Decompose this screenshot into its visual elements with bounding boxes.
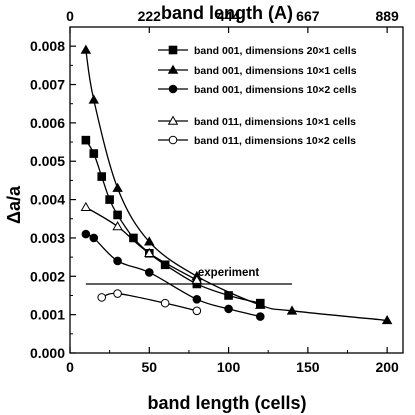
top-x-tick-label: 889: [375, 8, 399, 24]
legend-label: band 001, dimensions 10×2 cells: [194, 84, 357, 96]
data-point-triangle: [286, 305, 298, 315]
data-point-square: [168, 45, 178, 55]
top-axis-title: band length (A): [161, 3, 293, 23]
data-point-triangle: [255, 299, 266, 309]
data-point-circle: [168, 84, 178, 94]
data-point-square: [81, 135, 91, 145]
series-layer: experiment: [80, 44, 393, 325]
data-point-circle: [192, 306, 202, 316]
series-4: [80, 201, 203, 284]
data-point-circle: [89, 233, 99, 243]
x-tick-label: 150: [296, 359, 320, 375]
data-point-triangle: [144, 236, 155, 246]
legend-label: band 011, dimensions 10×1 cells: [194, 116, 356, 128]
y-axis-title: Δa/a: [4, 185, 24, 224]
data-point-square: [89, 149, 99, 158]
legend-entry: band 011, dimensions 10×1 cells: [158, 115, 356, 128]
data-point-circle: [224, 304, 233, 314]
data-point-triangle: [167, 64, 179, 74]
y-tick-label: 0.007: [30, 77, 65, 93]
legend-entry: band 001, dimensions 10×2 cells: [158, 84, 357, 96]
top-x-tick-label: 222: [138, 8, 162, 24]
x-tick-label: 200: [375, 359, 399, 375]
legend: band 001, dimensions 20×1 cells band 001,…: [158, 45, 357, 147]
data-point-square: [113, 210, 122, 220]
legend-entry: band 001, dimensions 20×1 cells: [158, 45, 357, 57]
legend-entry: band 011, dimensions 10×2 cells: [158, 135, 356, 147]
series-5: [97, 289, 202, 316]
data-point-triangle: [112, 221, 123, 231]
y-tick-label: 0.006: [30, 115, 65, 131]
y-tick-label: 0.001: [30, 307, 65, 323]
top-x-tick-label: 444: [217, 8, 241, 24]
legend-label: band 001, dimensions 20×1 cells: [194, 45, 357, 57]
legend-label: band 011, dimensions 10×2 cells: [194, 135, 356, 147]
bottom-axis-title: band length (cells): [147, 393, 306, 413]
series-3: [81, 229, 265, 321]
data-point-circle: [113, 289, 122, 298]
y-tick-label: 0.002: [30, 268, 65, 284]
data-point-circle: [113, 256, 122, 266]
data-point-circle: [97, 293, 107, 302]
y-tick-label: 0.008: [30, 38, 65, 54]
data-point-square: [129, 233, 138, 243]
experiment-label: experiment: [198, 267, 260, 279]
series-line: [101, 292, 198, 312]
data-point-triangle: [381, 315, 393, 325]
plot-border: [69, 26, 404, 354]
x-tick-label: 0: [66, 359, 74, 375]
axis-ticks: 0 50 100 150 200 0 222 444 667 889 0.000 0.001 0.002…: [30, 8, 399, 375]
legend-label: band 001, dimensions 10×1 cells: [194, 65, 357, 77]
data-point-circle: [255, 312, 265, 321]
x-tick-label: 50: [141, 359, 157, 375]
top-x-tick-label: 0: [66, 8, 74, 24]
data-point-circle: [168, 135, 178, 145]
data-point-triangle: [88, 94, 100, 104]
y-tick-label: 0.005: [30, 153, 65, 169]
y-tick-label: 0.003: [30, 230, 65, 246]
data-point-triangle: [80, 201, 92, 212]
data-point-triangle: [167, 115, 179, 125]
series-2: [80, 44, 393, 325]
data-point-triangle: [112, 182, 123, 192]
data-point-circle: [192, 295, 202, 304]
y-tick-label: 0.004: [30, 192, 65, 208]
data-point-circle: [144, 268, 154, 277]
data-point-square: [97, 172, 107, 181]
top-x-tick-label: 667: [296, 8, 320, 24]
legend-entry: band 001, dimensions 10×1 cells: [158, 64, 357, 77]
series-line: [85, 206, 198, 281]
plot-frame: [69, 26, 404, 354]
data-point-square: [105, 195, 114, 204]
data-point-triangle: [80, 44, 92, 54]
y-tick-label: 0.000: [30, 345, 65, 361]
series-1: [81, 135, 265, 308]
data-point-triangle: [191, 274, 203, 284]
data-point-circle: [160, 298, 170, 308]
x-tick-label: 100: [217, 359, 241, 375]
data-point-triangle: [144, 247, 155, 258]
data-point-circle: [81, 229, 91, 239]
